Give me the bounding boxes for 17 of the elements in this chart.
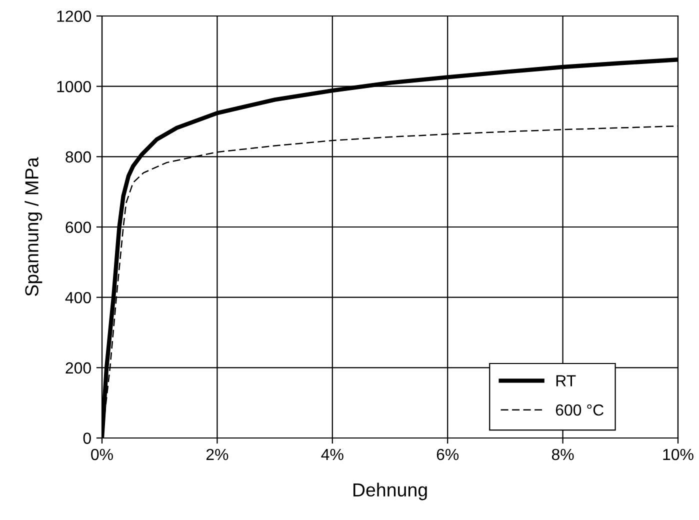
legend-label: RT bbox=[556, 375, 576, 386]
y-tick-label: 0 bbox=[83, 432, 91, 444]
x-tick-label: 2% bbox=[206, 448, 228, 460]
x-tick-label: 0% bbox=[91, 448, 113, 460]
x-tick-label: 10% bbox=[663, 448, 694, 460]
y-tick-label: 200 bbox=[66, 362, 91, 374]
x-tick-label: 6% bbox=[436, 448, 459, 460]
y-tick-label: 800 bbox=[66, 151, 91, 163]
y-tick-label: 1000 bbox=[57, 80, 91, 92]
y-tick-label: 400 bbox=[65, 292, 91, 304]
legend-label: 600 °C bbox=[556, 404, 604, 416]
y-tick-label: 600 bbox=[66, 222, 91, 233]
x-tick-label: 8% bbox=[552, 448, 574, 460]
x-tick-label: 4% bbox=[321, 448, 344, 460]
y-axis-title: Spannung / MPa bbox=[24, 157, 42, 296]
y-tick-label: 1200 bbox=[57, 10, 91, 22]
x-axis-title: Dehnung bbox=[353, 482, 427, 500]
